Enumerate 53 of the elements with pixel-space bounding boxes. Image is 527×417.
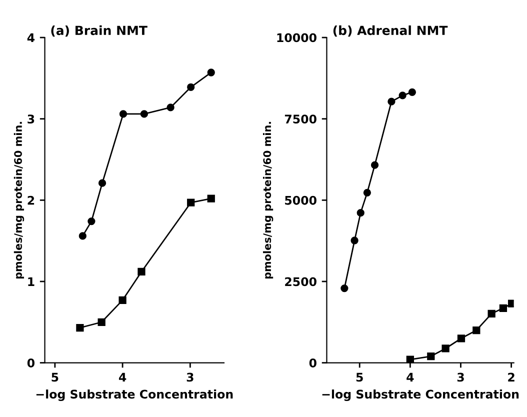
point — [350, 236, 358, 244]
point — [187, 83, 195, 91]
point — [166, 104, 174, 112]
y-tick-label: 0 — [309, 358, 316, 368]
point — [356, 209, 364, 217]
point — [406, 356, 414, 363]
point — [370, 161, 379, 169]
point — [363, 188, 372, 196]
point — [207, 68, 215, 76]
x-tick-label: 2 — [508, 372, 514, 382]
x-tick-label: 4 — [118, 372, 126, 382]
point — [98, 179, 106, 187]
x-axis-title: −log Substrate Concentration — [36, 389, 233, 402]
point — [488, 310, 496, 318]
x-tick-label: 3 — [457, 372, 464, 382]
x-tick-label: 3 — [186, 372, 194, 382]
point — [140, 110, 148, 118]
chart-title: (a) Brain NMT — [51, 25, 148, 37]
y-tick-label: 2 — [28, 196, 34, 205]
point — [76, 324, 84, 332]
x-tick-label: 5 — [356, 372, 363, 382]
point — [499, 304, 508, 312]
point — [207, 194, 215, 202]
point — [138, 268, 146, 276]
y-tick-label: 3 — [28, 114, 34, 124]
y-tick-label: 0 — [27, 358, 35, 368]
point — [119, 110, 128, 118]
point — [408, 88, 416, 96]
point — [398, 92, 406, 100]
y-tick-label: 7500 — [284, 114, 316, 124]
point — [427, 352, 435, 360]
y-tick-label: 2500 — [285, 277, 316, 286]
point — [187, 198, 195, 206]
point — [442, 344, 450, 352]
y-tick-label: 4 — [27, 33, 35, 42]
y-tick-label: 5000 — [285, 196, 316, 205]
chart-title: (b) Adrenal NMT — [333, 25, 448, 37]
point — [472, 326, 480, 334]
point — [78, 232, 86, 240]
point — [98, 318, 106, 326]
x-tick-label: 5 — [52, 372, 58, 382]
x-tick-label: 4 — [406, 372, 414, 382]
point — [457, 334, 466, 342]
x-axis-title: −log Substrate Concentration — [322, 389, 519, 402]
point — [508, 300, 514, 308]
point — [388, 98, 396, 106]
y-tick-label: 10000 — [277, 33, 316, 42]
point — [340, 284, 348, 292]
point — [118, 296, 126, 304]
y-tick-label: 1 — [28, 277, 34, 286]
point — [88, 217, 96, 226]
y-axis-title: pmoles/mg protein/60 min. — [14, 122, 24, 279]
y-axis-title: pmoles/mg protein/60 min. — [263, 122, 274, 279]
